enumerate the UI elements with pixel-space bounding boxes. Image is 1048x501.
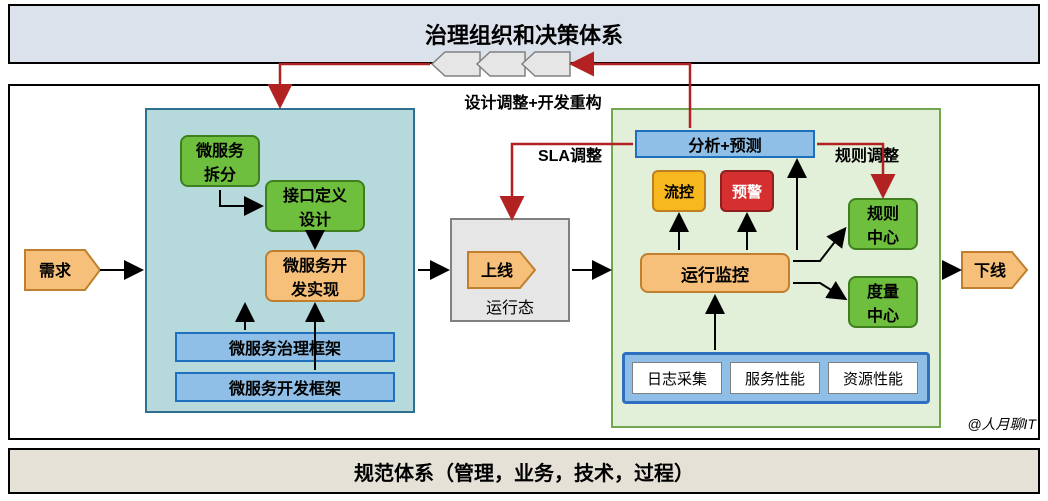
node-alert: 预警	[720, 170, 774, 212]
node-dev-framework: 微服务开发框架	[175, 372, 395, 402]
node-interface: 接口定义 设计	[265, 180, 365, 232]
node-develop: 微服务开 发实现	[265, 250, 365, 302]
node-split: 微服务 拆分	[180, 135, 260, 187]
node-monitor: 运行监控	[640, 253, 790, 293]
node-rule-center: 规则 中心	[848, 198, 918, 250]
node-metric-center: 度量 中心	[848, 276, 918, 328]
node-svc-perf: 服务性能	[730, 362, 820, 394]
header-band: 治理组织和决策体系	[8, 4, 1040, 64]
runtime-label: 运行态	[450, 292, 570, 320]
node-logs: 日志采集	[632, 362, 722, 394]
label-sla: SLA调整	[525, 143, 615, 165]
footer-title: 规范体系（管理，业务，技术，过程）	[354, 457, 694, 486]
node-analysis: 分析+预测	[635, 130, 815, 158]
node-flow-control: 流控	[652, 170, 706, 212]
node-res-perf: 资源性能	[828, 362, 918, 394]
header-title: 治理组织和决策体系	[425, 18, 623, 50]
node-gov-framework: 微服务治理框架	[175, 332, 395, 362]
diagram-canvas: 治理组织和决策体系 规范体系（管理，业务，技术，过程） 运行态 微服务 拆分 接…	[0, 0, 1048, 501]
label-design-adjust: 设计调整+开发重构	[438, 90, 628, 112]
label-rule-adjust: 规则调整	[822, 143, 912, 165]
footer-band: 规范体系（管理，业务，技术，过程）	[8, 448, 1040, 494]
watermark: @人月聊IT	[948, 414, 1036, 434]
